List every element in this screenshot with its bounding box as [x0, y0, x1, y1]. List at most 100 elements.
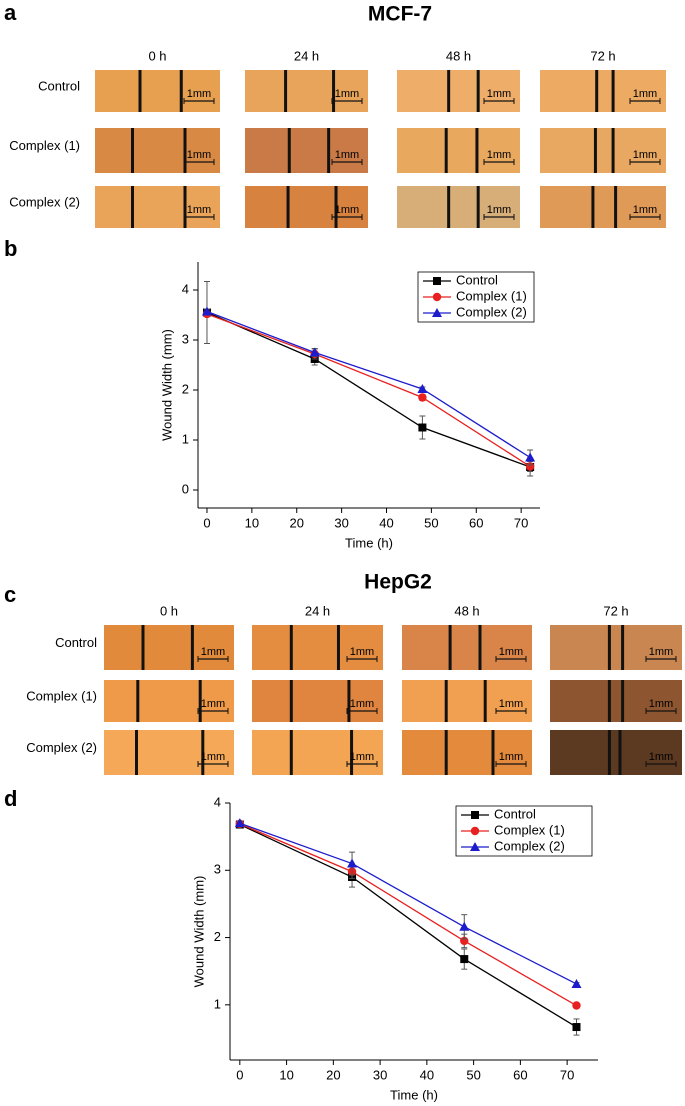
legend-marker — [432, 308, 442, 317]
row-label: Complex (2) — [26, 740, 97, 755]
micrograph — [397, 186, 520, 228]
x-axis-label: Time (h) — [390, 1087, 438, 1102]
series-line — [206, 311, 531, 468]
scale-label: 1mm — [487, 149, 511, 161]
scale-label: 1mm — [649, 698, 673, 710]
x-tick-label: 10 — [245, 515, 259, 530]
marker — [418, 423, 427, 432]
scale-label: 1mm — [487, 204, 511, 216]
x-tick-label: 40 — [420, 1067, 434, 1082]
marker — [201, 306, 212, 316]
marker — [309, 347, 320, 357]
y-tick-label: 2 — [214, 929, 221, 944]
scale-label: 1mm — [649, 751, 673, 763]
column-header: 24 h — [305, 603, 330, 618]
series-line — [239, 822, 577, 985]
panel-label: c — [4, 582, 16, 607]
micrograph — [540, 70, 666, 112]
x-tick-label: 60 — [469, 515, 483, 530]
x-tick-label: 40 — [379, 515, 393, 530]
marker — [572, 1023, 581, 1032]
micrograph — [402, 625, 532, 670]
legend-label: Control — [456, 272, 498, 287]
column-header: 72 h — [603, 603, 628, 618]
micrograph — [550, 625, 682, 670]
scale-label: 1mm — [187, 149, 211, 161]
micrograph — [540, 128, 666, 173]
micrograph — [104, 680, 234, 722]
y-tick-label: 4 — [214, 794, 221, 809]
series-line — [239, 823, 577, 1007]
marker — [347, 858, 358, 868]
micrograph — [550, 680, 682, 722]
scale-label: 1mm — [350, 698, 374, 710]
scale-label: 1mm — [187, 88, 211, 100]
x-tick-label: 70 — [560, 1067, 574, 1082]
legend-marker — [470, 842, 480, 851]
scale-label: 1mm — [350, 751, 374, 763]
marker — [525, 462, 535, 471]
row-label: Complex (1) — [26, 688, 97, 703]
x-tick-label: 50 — [466, 1067, 480, 1082]
row-label: Complex (2) — [9, 194, 80, 209]
x-tick-label: 30 — [373, 1067, 387, 1082]
micrograph — [245, 128, 368, 173]
micrograph — [252, 625, 383, 670]
y-tick-label: 0 — [182, 481, 189, 496]
legend-marker — [470, 826, 480, 836]
x-tick-label: 10 — [279, 1067, 293, 1082]
column-header: 72 h — [590, 48, 615, 63]
y-tick-label: 4 — [182, 281, 189, 296]
legend-marker — [433, 277, 441, 285]
scale-label: 1mm — [201, 698, 225, 710]
x-tick-label: 0 — [203, 515, 210, 530]
x-tick-label: 0 — [236, 1067, 243, 1082]
marker — [571, 978, 582, 988]
panel-label: b — [4, 236, 17, 261]
y-tick-label: 3 — [214, 862, 221, 877]
micrograph — [95, 70, 220, 112]
x-tick-label: 30 — [334, 515, 348, 530]
panel-label: d — [4, 786, 17, 811]
scale-label: 1mm — [499, 646, 523, 658]
panel-label: a — [4, 0, 17, 25]
legend-label: Control — [494, 806, 536, 821]
micrograph — [402, 680, 532, 722]
scale-label: 1mm — [633, 88, 657, 100]
series-line — [206, 310, 531, 459]
column-header: 0 h — [148, 48, 166, 63]
micrograph — [245, 70, 368, 112]
marker — [572, 1001, 581, 1010]
micrograph — [104, 730, 234, 775]
scale-label: 1mm — [633, 149, 657, 161]
micrograph — [550, 730, 682, 775]
scale-label: 1mm — [649, 646, 673, 658]
micrograph — [397, 128, 520, 173]
scale-label: 1mm — [187, 204, 211, 216]
legend-marker — [471, 811, 479, 819]
marker — [418, 393, 427, 402]
x-tick-label: 20 — [290, 515, 304, 530]
series-line — [239, 823, 577, 1028]
column-header: 0 h — [160, 603, 178, 618]
x-tick-label: 60 — [513, 1067, 527, 1082]
y-axis-label: Wound Width (mm) — [159, 329, 174, 441]
y-tick-label: 1 — [214, 996, 221, 1011]
scale-label: 1mm — [335, 149, 359, 161]
scale-label: 1mm — [201, 751, 225, 763]
marker — [460, 955, 469, 964]
micrograph — [104, 625, 234, 670]
marker — [234, 818, 245, 828]
y-axis-label: Wound Width (mm) — [191, 876, 206, 988]
panel-title: HepG2 — [364, 571, 432, 594]
legend-label: Complex (2) — [456, 304, 527, 319]
micrograph — [402, 730, 532, 775]
y-tick-label: 3 — [182, 331, 189, 346]
marker — [459, 921, 470, 931]
scale-label: 1mm — [499, 698, 523, 710]
column-header: 48 h — [454, 603, 479, 618]
x-tick-label: 20 — [326, 1067, 340, 1082]
marker — [525, 452, 536, 462]
